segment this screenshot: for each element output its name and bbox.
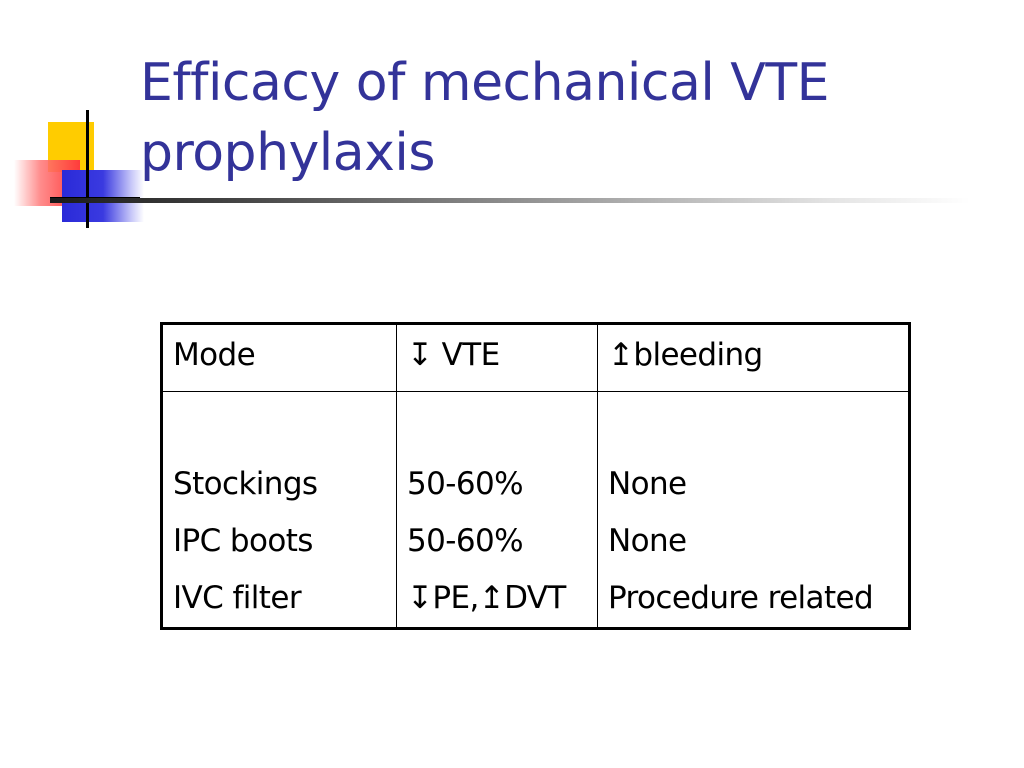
bleeding-stockings: None: [608, 466, 687, 502]
bleeding-cell: None None Procedure related: [597, 391, 910, 629]
slide-title-line-1: Efficacy of mechanical VTE: [140, 53, 830, 113]
slide-title-line-2: prophylaxis: [140, 123, 435, 183]
table-row: Stockings IPC boots IVC filter 50-60% 50…: [161, 391, 910, 629]
header-bleeding: ↥bleeding: [597, 323, 910, 392]
vte-ivc-filter: ↧PE,↥DVT: [407, 580, 566, 616]
efficacy-table: Mode ↧ VTE ↥bleeding Stockings IPC boots…: [160, 322, 911, 630]
table-header-row: Mode ↧ VTE ↥bleeding: [161, 323, 910, 392]
bleeding-ivc-filter: Procedure related: [608, 580, 874, 616]
bleeding-ipc-boots: None: [608, 523, 687, 559]
mode-ivc-filter: IVC filter: [173, 580, 302, 616]
vte-stockings: 50-60%: [407, 466, 524, 502]
logo-vertical-line: [86, 110, 89, 228]
title-divider: [50, 198, 970, 203]
header-vte: ↧ VTE: [396, 323, 598, 392]
header-mode: Mode: [161, 323, 397, 392]
vte-cell: 50-60% 50-60% ↧PE,↥DVT: [396, 391, 598, 629]
vte-ipc-boots: 50-60%: [407, 523, 524, 559]
logo-blue-square: [62, 170, 144, 222]
mode-stockings: Stockings: [173, 466, 318, 502]
mode-cell: Stockings IPC boots IVC filter: [161, 391, 397, 629]
decorative-squares-logo: [0, 100, 160, 240]
slide-title: Efficacy of mechanical VTE prophylaxis: [140, 48, 1000, 188]
mode-ipc-boots: IPC boots: [173, 523, 313, 559]
